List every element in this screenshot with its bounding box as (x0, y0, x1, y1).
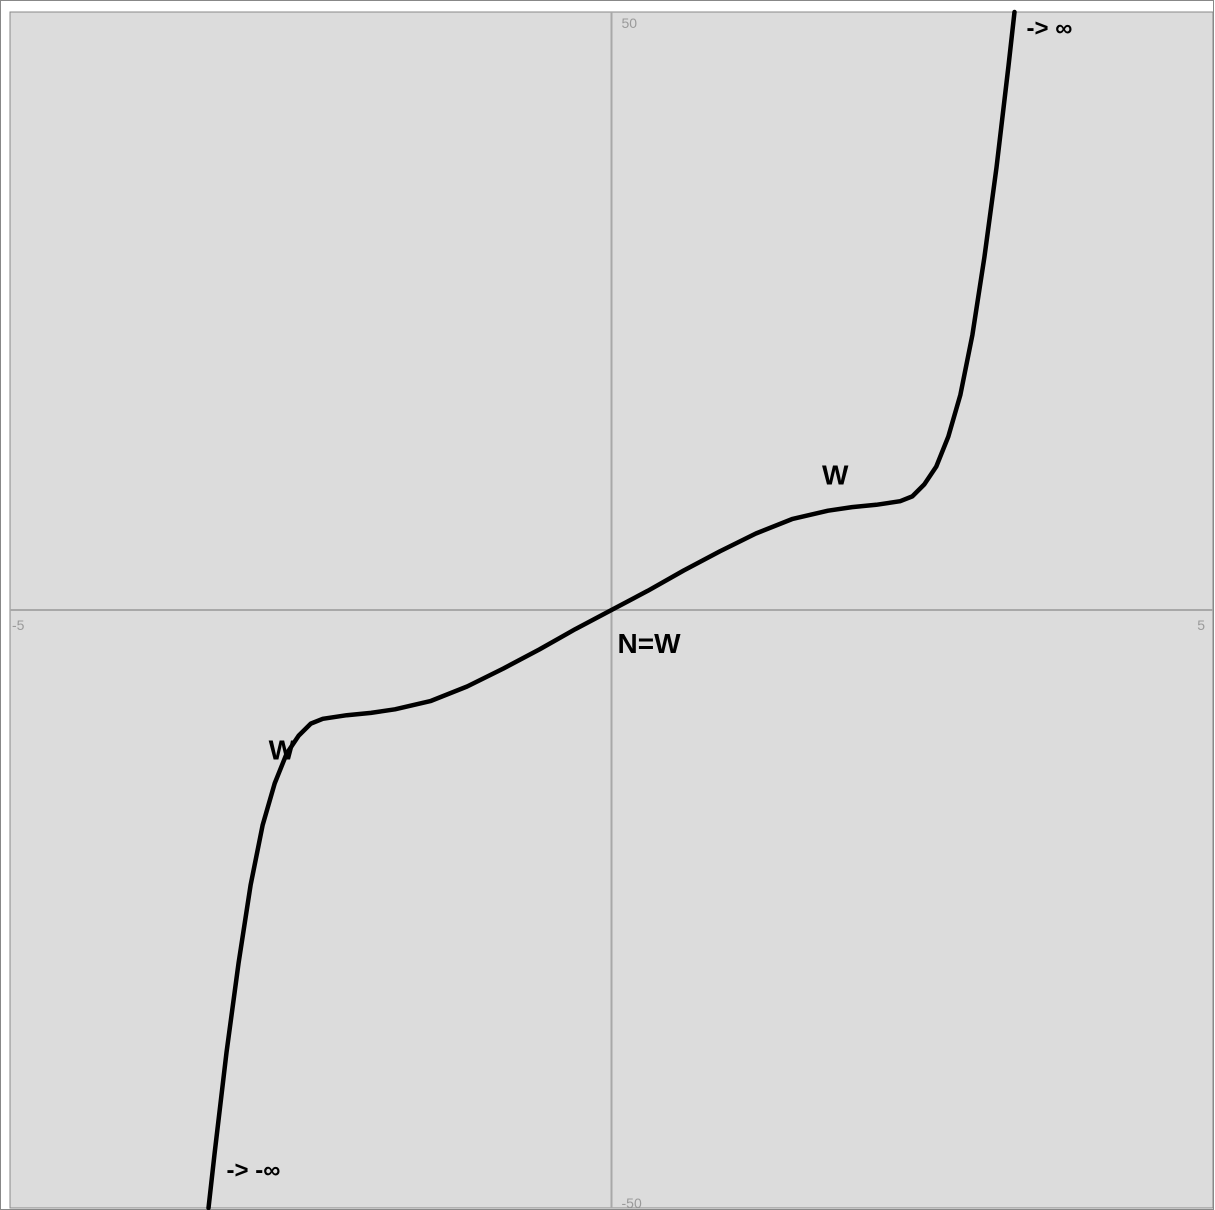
x-tick-label-min: -5 (12, 617, 25, 633)
annotation-label: -> -∞ (227, 1157, 281, 1184)
annotation-label: N=W (618, 628, 682, 659)
y-tick-label-min: -50 (622, 1195, 642, 1210)
annotations: -> ∞ W N=W W -> -∞ (227, 15, 1073, 1184)
annotation-label: W (822, 459, 849, 490)
annotation-label: -> ∞ (1027, 15, 1073, 42)
annotation-label: W (269, 735, 296, 766)
y-tick-label-max: 50 (622, 15, 638, 31)
x-tick-label-max: 5 (1197, 617, 1205, 633)
function-curve (206, 9, 1017, 1210)
